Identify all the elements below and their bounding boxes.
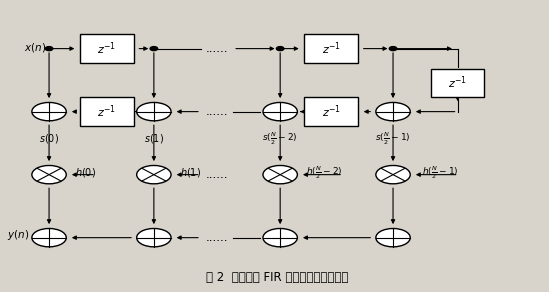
Text: $x(n)$: $x(n)$ <box>24 41 46 54</box>
Text: ......: ...... <box>206 231 228 244</box>
Text: $z^{-1}$: $z^{-1}$ <box>322 103 341 120</box>
Circle shape <box>263 166 298 184</box>
Circle shape <box>263 229 298 247</box>
Text: $z^{-1}$: $z^{-1}$ <box>97 40 116 57</box>
Bar <box>430 69 484 97</box>
Text: $z^{-1}$: $z^{-1}$ <box>448 75 467 91</box>
Bar <box>304 34 358 63</box>
Text: $h(0)$: $h(0)$ <box>75 166 96 179</box>
Circle shape <box>389 47 397 51</box>
Text: 图 2  线性相位 FIR 滤波器的优化型结构: 图 2 线性相位 FIR 滤波器的优化型结构 <box>206 271 349 284</box>
Circle shape <box>137 102 171 121</box>
Text: $z^{-1}$: $z^{-1}$ <box>97 103 116 120</box>
Text: $z^{-1}$: $z^{-1}$ <box>322 40 341 57</box>
Text: $s(1)$: $s(1)$ <box>144 132 164 145</box>
Circle shape <box>376 102 410 121</box>
Circle shape <box>376 166 410 184</box>
Text: $s(\frac{N}{2}-1)$: $s(\frac{N}{2}-1)$ <box>376 131 411 147</box>
Circle shape <box>376 229 410 247</box>
Circle shape <box>150 47 158 51</box>
Bar <box>80 97 134 126</box>
Text: $y(n)$: $y(n)$ <box>7 228 29 242</box>
Bar <box>80 34 134 63</box>
Text: ......: ...... <box>206 42 228 55</box>
Circle shape <box>137 229 171 247</box>
Text: ......: ...... <box>206 168 228 181</box>
Circle shape <box>137 166 171 184</box>
Bar <box>304 97 358 126</box>
Circle shape <box>276 47 284 51</box>
Circle shape <box>32 166 66 184</box>
Text: $h(1)$: $h(1)$ <box>180 166 200 179</box>
Text: $h(\frac{N}{2}-2)$: $h(\frac{N}{2}-2)$ <box>306 164 343 181</box>
Text: $h(\frac{N}{2}-1)$: $h(\frac{N}{2}-1)$ <box>422 164 458 181</box>
Circle shape <box>263 102 298 121</box>
Circle shape <box>32 102 66 121</box>
Text: $s(0)$: $s(0)$ <box>39 132 59 145</box>
Circle shape <box>32 229 66 247</box>
Text: $s(\frac{N}{2}-2)$: $s(\frac{N}{2}-2)$ <box>262 131 298 147</box>
Text: ......: ...... <box>206 105 228 118</box>
Circle shape <box>46 47 53 51</box>
